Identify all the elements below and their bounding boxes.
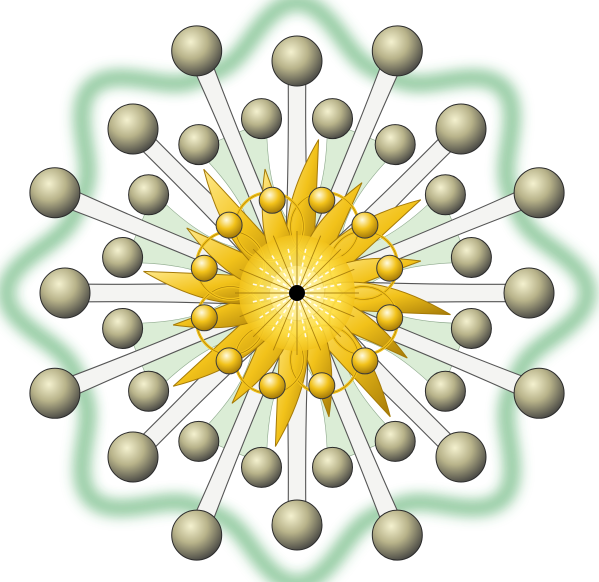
core-ray	[297, 298, 308, 341]
large-outer-sphere	[371, 509, 423, 561]
core-ray	[256, 295, 293, 321]
mid-sphere	[128, 370, 170, 412]
mid-sphere	[312, 98, 353, 140]
core-ray	[300, 248, 342, 290]
mid-sphere	[424, 370, 466, 412]
mid-sphere	[450, 308, 492, 349]
core-ray	[272, 298, 296, 351]
core-ray	[301, 295, 338, 321]
small-gold-sphere	[376, 254, 404, 282]
mid-sphere	[241, 446, 282, 488]
mid-sphere	[374, 124, 416, 166]
core-ray	[239, 294, 292, 318]
large-outer-sphere	[29, 367, 81, 419]
center-dot	[289, 285, 305, 301]
core-ray	[297, 245, 308, 288]
large-outer-sphere	[171, 509, 223, 561]
outer-sphere	[39, 267, 91, 319]
small-gold-sphere	[215, 347, 243, 375]
core-ray	[302, 294, 355, 318]
mid-sphere	[102, 308, 144, 349]
mid-sphere	[450, 237, 492, 278]
small-gold-sphere	[308, 372, 336, 400]
large-outer-sphere	[513, 167, 565, 219]
mid-sphere	[424, 174, 466, 216]
small-gold-sphere	[190, 304, 218, 332]
core-ray	[272, 235, 296, 288]
outer-sphere	[271, 35, 323, 87]
small-gold-sphere	[351, 347, 379, 375]
core-ray	[299, 297, 325, 334]
mid-sphere	[102, 237, 144, 278]
outer-sphere	[107, 103, 159, 155]
large-outer-sphere	[513, 367, 565, 419]
mid-sphere	[312, 446, 353, 488]
core-ray	[249, 293, 292, 304]
core-ray	[302, 268, 355, 292]
mid-sphere	[128, 174, 170, 216]
core-ray	[252, 248, 294, 290]
core-ray	[300, 296, 342, 338]
core-ray	[249, 282, 292, 293]
gold-center-petals	[143, 139, 451, 447]
small-gold-sphere	[258, 186, 286, 214]
ornament-core	[289, 285, 305, 301]
core-ray	[269, 297, 295, 334]
mid-sphere	[178, 124, 220, 166]
core-ray	[302, 293, 345, 304]
mid-sphere	[374, 420, 416, 462]
core-ray	[301, 265, 338, 291]
small-gold-sphere	[215, 211, 243, 239]
outer-sphere	[107, 431, 159, 483]
aura-ring-inner	[8, 4, 586, 582]
core-ray	[256, 265, 293, 291]
core-ray	[302, 282, 345, 293]
core-ray	[299, 252, 325, 289]
core-ray	[269, 252, 295, 289]
core-ray	[298, 235, 322, 288]
large-outer-sphere	[371, 25, 423, 77]
core-ray	[286, 298, 297, 341]
core-ray	[239, 268, 292, 292]
ornament-spheres	[29, 25, 565, 561]
large-outer-sphere	[29, 167, 81, 219]
small-gold-sphere	[308, 186, 336, 214]
outer-sphere	[435, 103, 487, 155]
core-ray	[286, 245, 297, 288]
mid-sphere	[241, 98, 282, 140]
outer-sphere	[435, 431, 487, 483]
outer-sphere	[271, 499, 323, 551]
core-ray	[252, 296, 294, 338]
large-outer-sphere	[171, 25, 223, 77]
core-ray	[298, 298, 322, 351]
small-gold-sphere	[190, 254, 218, 282]
outer-sphere	[503, 267, 555, 319]
small-gold-sphere	[376, 304, 404, 332]
small-gold-sphere	[351, 211, 379, 239]
small-gold-sphere	[258, 372, 286, 400]
mid-sphere	[178, 420, 220, 462]
